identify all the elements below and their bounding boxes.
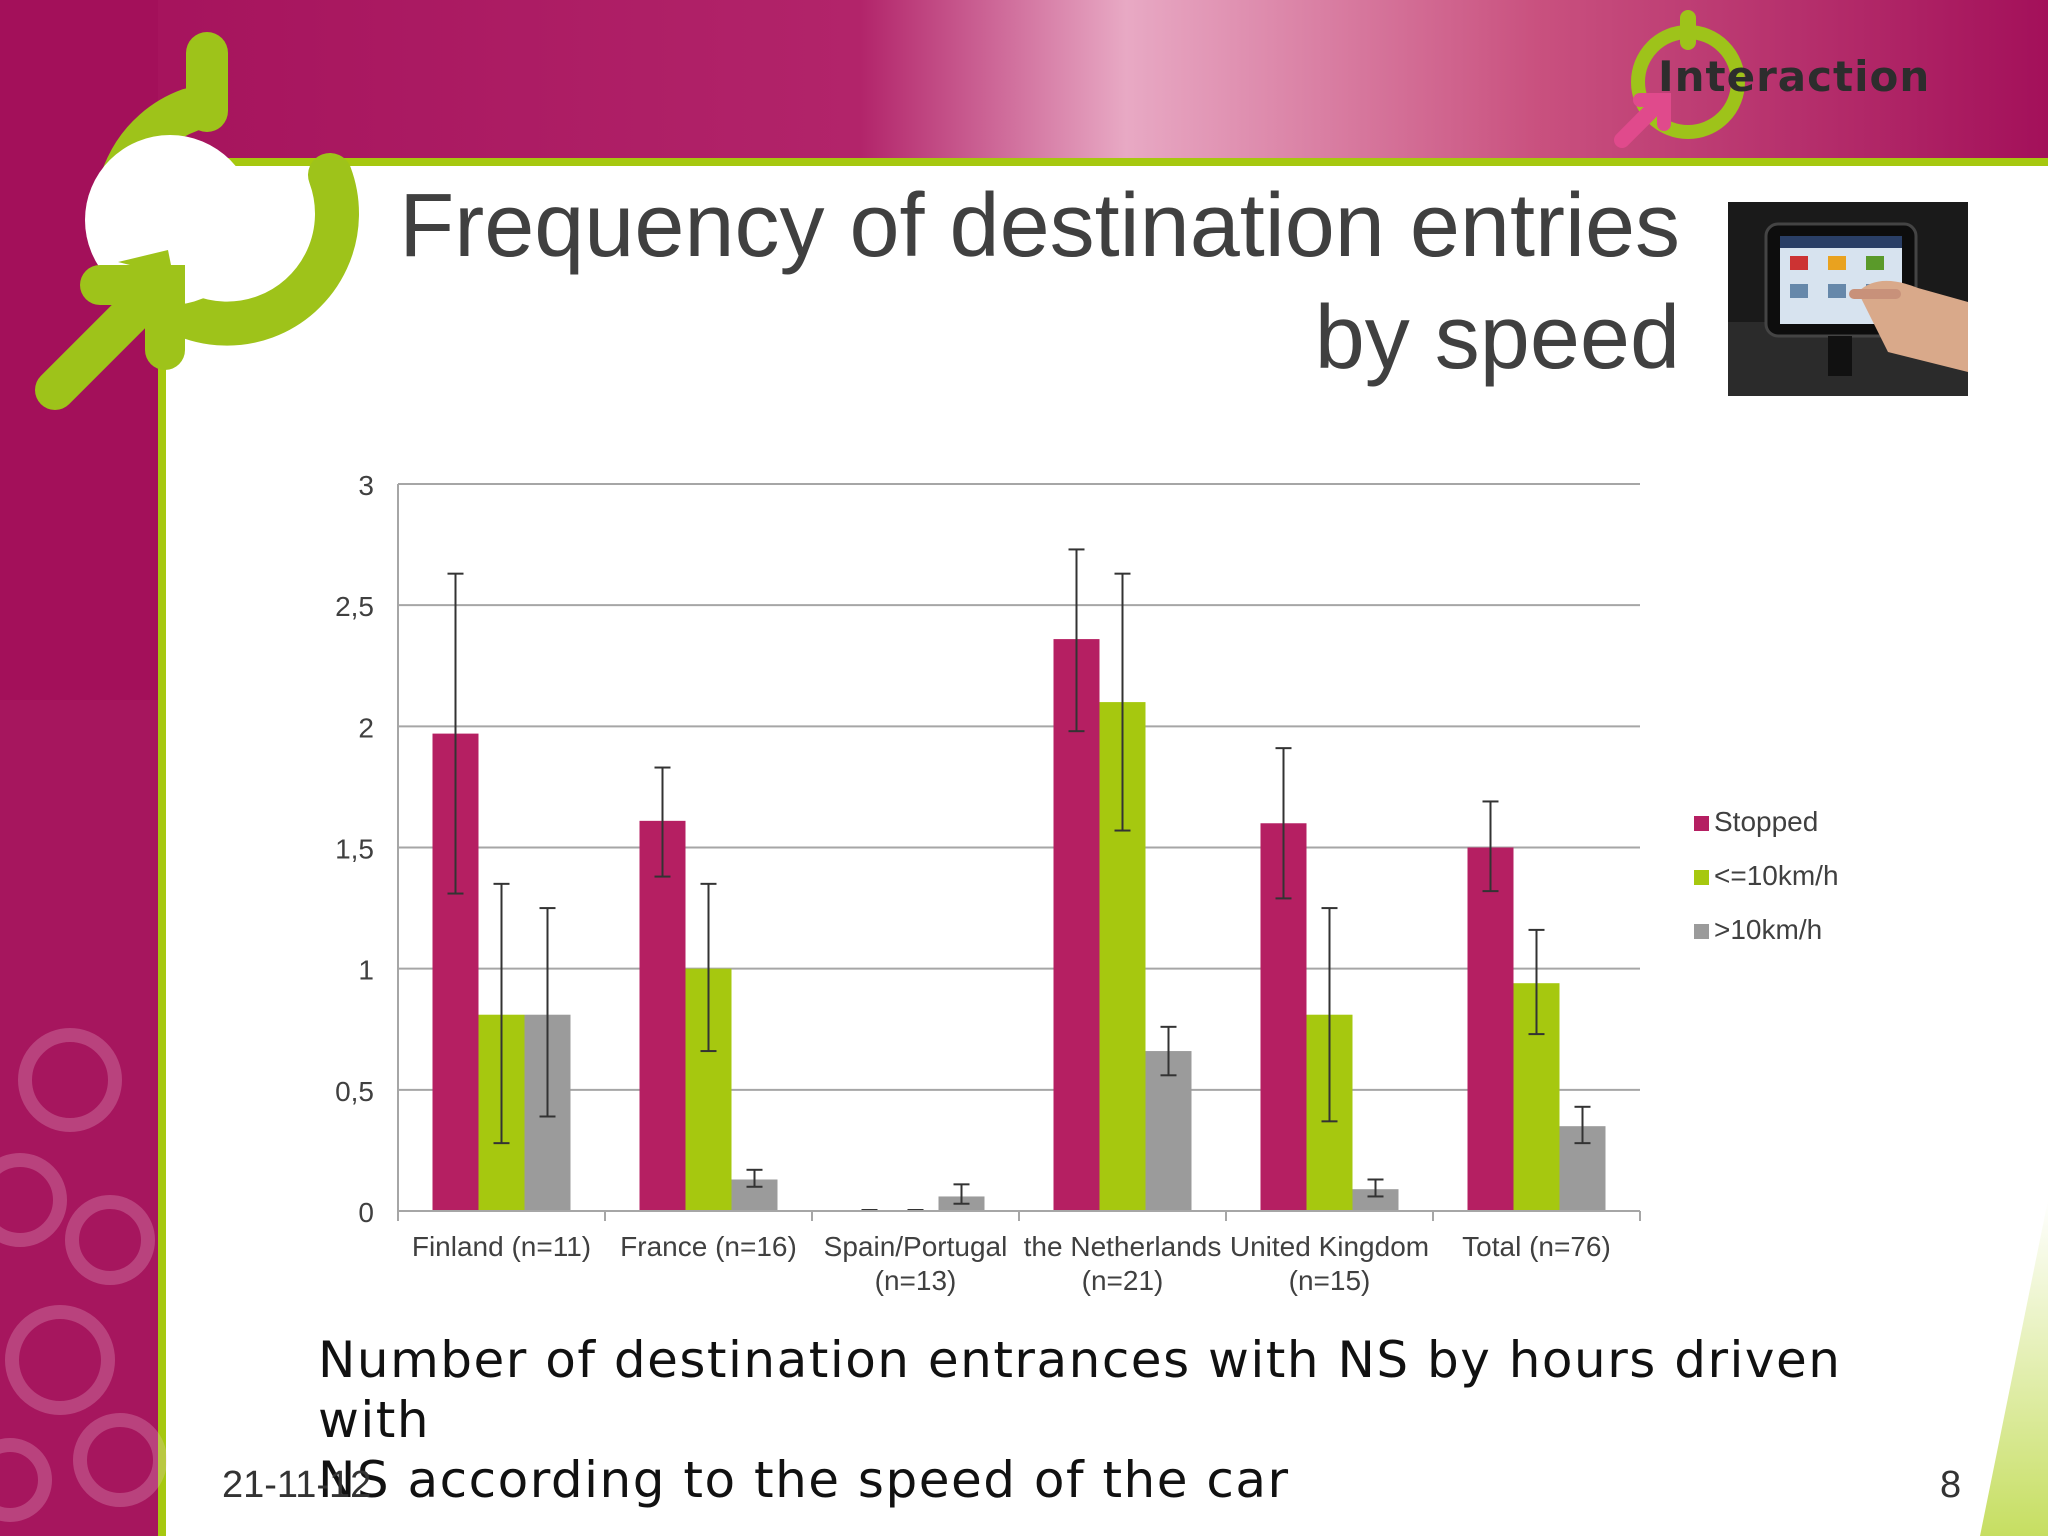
x-tick-label: France (n=16): [620, 1231, 797, 1262]
x-tick-label: the Netherlands: [1024, 1231, 1222, 1262]
bar: [1467, 847, 1514, 1211]
y-tick-label: 2,5: [335, 591, 374, 622]
legend-swatch: [1694, 870, 1709, 885]
x-tick-label: Spain/Portugal: [824, 1231, 1008, 1262]
y-tick-label: 2: [358, 712, 374, 743]
error-bars: [447, 548, 1591, 1211]
decorative-pattern: [0, 1028, 167, 1522]
y-tick-label: 3: [358, 470, 374, 501]
y-tick-label: 0,5: [335, 1076, 374, 1107]
slide-title: Frequency of destination entries by spee…: [380, 170, 1680, 394]
legend-label: >10km/h: [1714, 914, 1822, 945]
axes: 0 0,5 1 1,5 2 2,5 3 Finland (n=11) France (n=16)…: [335, 470, 1641, 1296]
x-tick-label: Finland (n=11): [412, 1231, 591, 1262]
x-tick-label: (n=13): [875, 1265, 957, 1296]
logo-text: Interaction: [1658, 52, 1931, 101]
legend-label: Stopped: [1714, 806, 1818, 837]
title-line-1: Frequency of destination entries: [399, 176, 1680, 276]
caption-line-1: Number of destination entrances with NS …: [318, 1331, 1842, 1449]
x-tick-label: United Kingdom: [1230, 1231, 1429, 1262]
legend-label: <=10km/h: [1714, 860, 1839, 891]
slide-date: 21-11-12: [222, 1464, 372, 1506]
gridlines: [398, 483, 1640, 1091]
bar: [1145, 1051, 1192, 1211]
bar: [1053, 639, 1100, 1211]
bars: [432, 639, 1606, 1211]
x-tick-label: (n=21): [1082, 1265, 1164, 1296]
bar: [1352, 1189, 1399, 1211]
gps-device-photo: [1728, 202, 1968, 396]
y-tick-label: 1,5: [335, 834, 374, 865]
legend-swatch: [1694, 816, 1709, 831]
page-number: 8: [1940, 1464, 1962, 1506]
bar: [639, 820, 686, 1211]
caption-line-2: NS according to the speed of the car: [318, 1451, 1290, 1509]
x-tick-label: Total (n=76): [1462, 1231, 1611, 1262]
power-logo-icon: [35, 32, 359, 410]
y-tick-label: 1: [358, 955, 374, 986]
chart-caption: Number of destination entrances with NS …: [318, 1330, 1958, 1510]
legend: Stopped <=10km/h >10km/h: [1694, 806, 1839, 945]
y-tick-label: 0: [358, 1197, 374, 1228]
title-line-2: by speed: [1314, 288, 1680, 388]
interaction-logo-icon: [1614, 10, 1745, 148]
x-tick-label: (n=15): [1289, 1265, 1371, 1296]
legend-swatch: [1694, 924, 1709, 939]
